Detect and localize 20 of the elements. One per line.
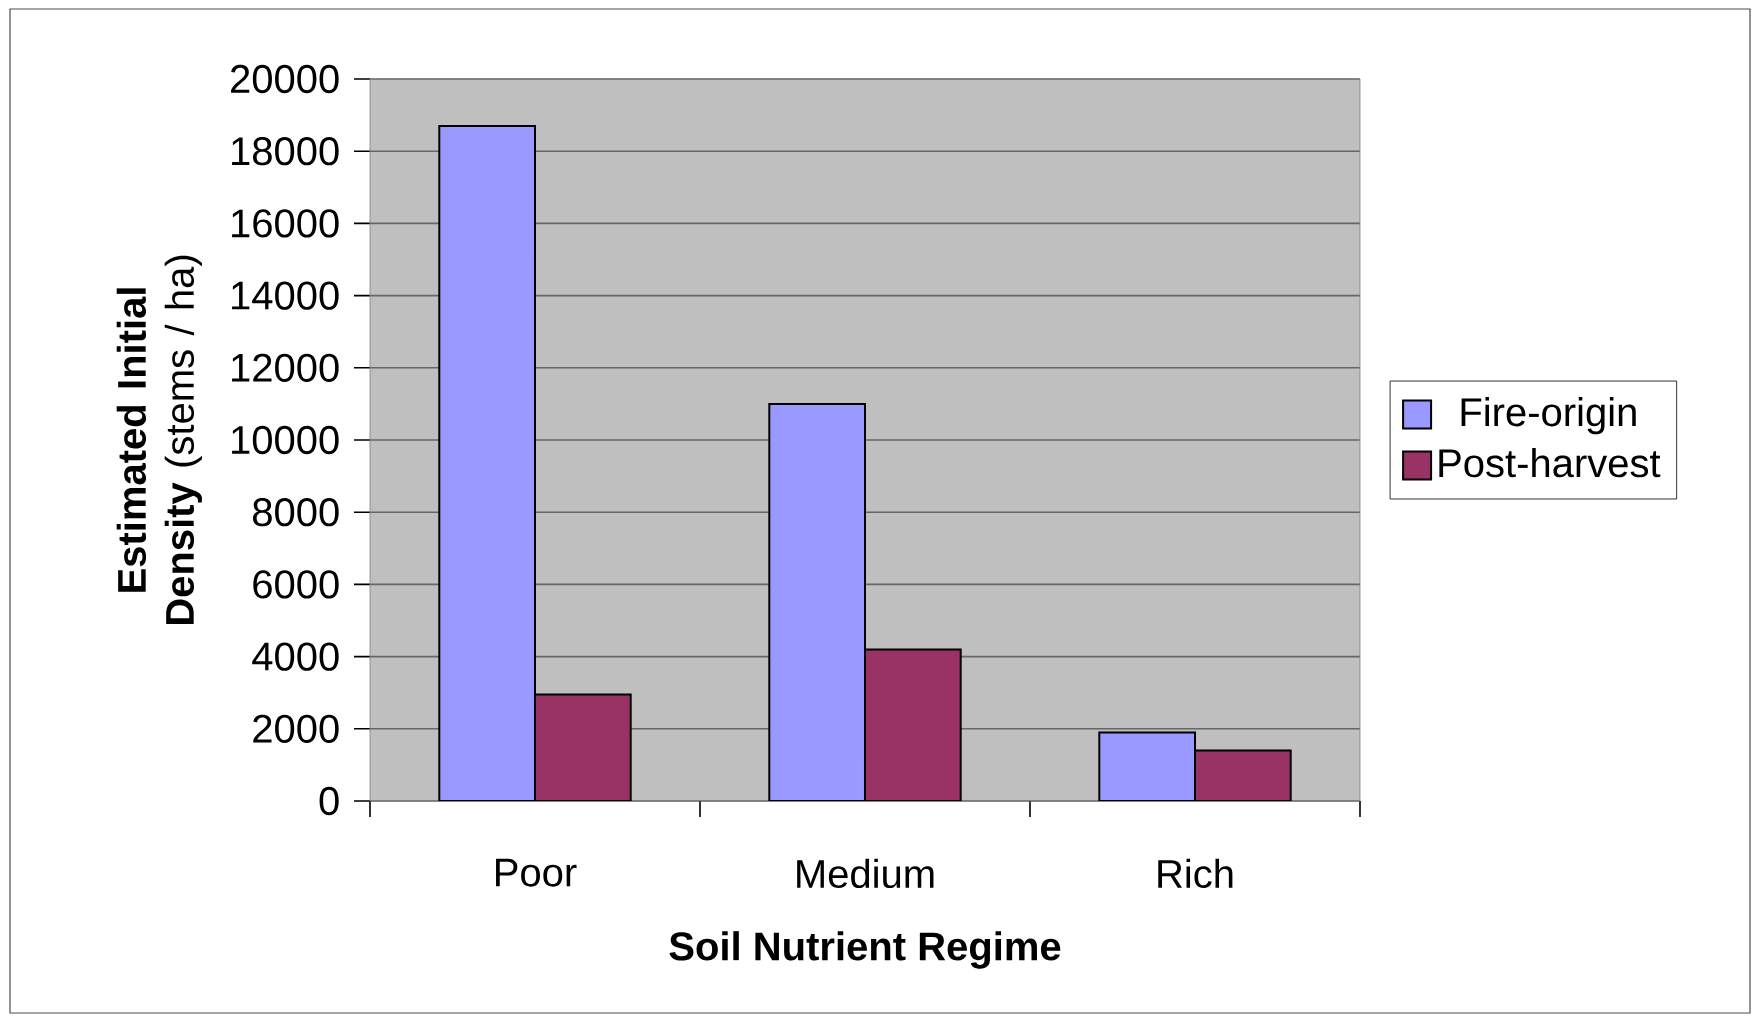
x-tick-label: Medium xyxy=(797,858,934,889)
y-tick-label: 8000 xyxy=(253,498,339,527)
y-tick-label: 4000 xyxy=(252,642,339,671)
x-axis-title: Soil Nutrient Regime xyxy=(669,931,1061,969)
y-tick-label: 12000 xyxy=(232,353,339,382)
legend-label: Fire-origin xyxy=(1461,397,1636,435)
y-tick-label: 14000 xyxy=(232,281,339,310)
bar xyxy=(864,648,962,802)
y-tick-label: 20000 xyxy=(231,64,339,94)
y-tick-label: 2000 xyxy=(253,714,339,743)
y-tick-label: 18000 xyxy=(232,137,339,166)
bar xyxy=(1194,749,1292,802)
x-tick-label: Rich xyxy=(1158,858,1233,889)
legend-label: Post-harvest xyxy=(1439,448,1661,478)
y-tick-label: 0 xyxy=(319,786,339,816)
bar xyxy=(534,693,632,802)
y-tick-label: 6000 xyxy=(253,570,339,599)
y-tick-label: 10000 xyxy=(232,425,339,455)
y-tick-label: 16000 xyxy=(232,209,339,238)
x-tick-label: Poor xyxy=(496,858,577,887)
